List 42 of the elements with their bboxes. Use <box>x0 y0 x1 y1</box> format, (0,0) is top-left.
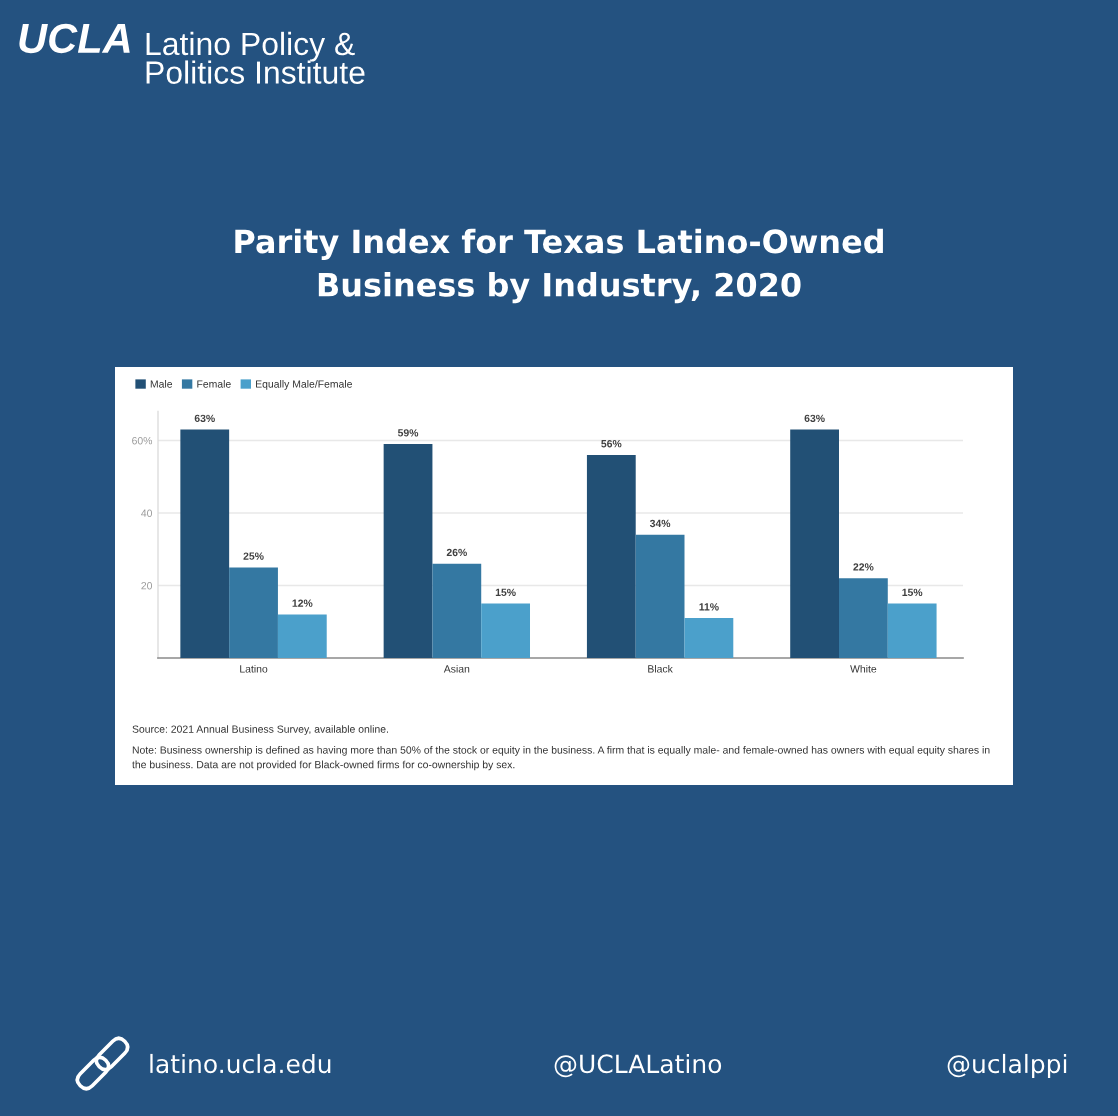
y-tick-label: 20 <box>141 582 153 590</box>
data-label: 15% <box>902 588 923 597</box>
chart-title: Parity Index for Texas Latino-Owned Business by Industry, 2020 <box>235 228 883 304</box>
bar <box>481 603 531 658</box>
bar <box>635 534 685 658</box>
data-label: 63% <box>804 414 825 423</box>
data-label: 11% <box>699 603 719 611</box>
data-label: 56% <box>601 440 622 448</box>
x-tick-label: Latino <box>240 664 268 673</box>
text: UCLA <box>19 23 130 54</box>
data-label: 22% <box>853 563 874 571</box>
data-label: 15% <box>495 588 516 597</box>
source-note: Source: 2021 Annual Business Survey, available online. <box>132 725 388 735</box>
x-tick-label: Black <box>648 664 673 673</box>
legend-label: Equally Male/Female <box>256 380 352 390</box>
y-tick-label: 60% <box>132 437 153 445</box>
legend-label: Male <box>150 380 173 388</box>
data-label: 12% <box>292 599 313 607</box>
bar <box>277 614 327 658</box>
data-label: 25% <box>243 552 264 560</box>
text: @UCLALatino <box>554 1053 722 1078</box>
data-label: 34% <box>649 519 671 528</box>
bar <box>180 429 230 658</box>
bar <box>383 444 433 658</box>
bar <box>887 603 937 658</box>
bar <box>586 455 636 658</box>
text: latino.ucla.edu <box>150 1053 331 1074</box>
data-label: 26% <box>446 548 467 557</box>
bar <box>229 567 278 658</box>
data-label: 59% <box>397 429 419 437</box>
y-tick-label: 40 <box>141 509 153 517</box>
x-tick-label: White <box>850 664 877 673</box>
data-label: 63% <box>194 414 215 423</box>
bar <box>684 618 734 658</box>
legend-label: Female <box>197 380 231 388</box>
text: Note: Business ownership is defined as having more than 50% of the stock or equity in the business. A firm that is equally male- and female-owned has owners with equal equity shares in the business. Data are not provided for Black-owned firms for co-ownership by sex. <box>132 746 990 771</box>
bar <box>790 429 839 658</box>
bar <box>432 563 482 658</box>
bar <box>839 578 888 658</box>
text: @uclalppi <box>947 1053 1067 1079</box>
x-tick-label: Asian <box>443 664 470 673</box>
text: Latino Policy & Politics Institute <box>146 31 365 84</box>
